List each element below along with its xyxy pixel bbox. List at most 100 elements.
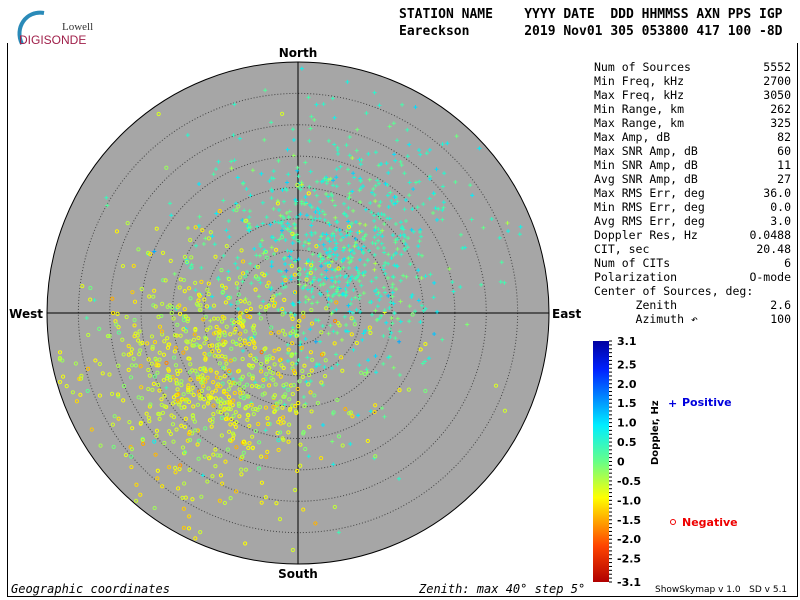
negative-source-point xyxy=(349,332,354,337)
negative-source-point xyxy=(372,409,377,415)
positive-source-point xyxy=(381,246,386,251)
positive-source-point xyxy=(310,286,315,291)
negative-source-point xyxy=(57,379,63,385)
negative-source-point xyxy=(182,307,187,312)
stat-value: 3.0 xyxy=(770,214,791,228)
positive-source-point xyxy=(312,275,317,280)
negative-source-point xyxy=(226,394,232,399)
positive-source-point xyxy=(432,280,437,285)
negative-source-point xyxy=(154,363,159,368)
negative-source-point xyxy=(237,337,243,342)
negative-source-point xyxy=(254,358,259,363)
positive-source-point xyxy=(318,237,323,242)
stat-label: Max Amp, dB xyxy=(594,130,671,144)
positive-source-point xyxy=(282,216,287,221)
positive-source-point xyxy=(331,284,336,289)
header-labels: STATION NAME YYYY DATE DDD HHMMSS AXN PP… xyxy=(399,7,783,22)
negative-source-point xyxy=(295,182,300,188)
negative-source-point xyxy=(203,379,208,384)
positive-source-point xyxy=(359,247,364,252)
negative-source-point xyxy=(240,259,246,264)
negative-source-point xyxy=(350,414,355,419)
negative-source-point xyxy=(162,404,167,409)
negative-source-point xyxy=(203,314,208,320)
negative-source-point xyxy=(146,386,151,392)
negative-source-point xyxy=(131,356,136,361)
negative-source-point xyxy=(193,280,198,285)
negative-source-point xyxy=(240,356,245,362)
negative-source-point xyxy=(238,316,243,321)
positive-source-point xyxy=(403,218,408,223)
positive-source-point xyxy=(361,244,366,249)
negative-source-point xyxy=(214,370,219,375)
negative-source-point xyxy=(232,320,237,325)
positive-source-point xyxy=(394,287,399,292)
negative-source-point xyxy=(228,358,234,363)
negative-source-point xyxy=(182,481,187,486)
negative-source-point xyxy=(188,362,193,367)
positive-source-point xyxy=(263,428,268,433)
positive-source-point xyxy=(330,259,335,264)
negative-source-point xyxy=(141,441,146,446)
negative-source-point xyxy=(259,454,264,459)
positive-source-point xyxy=(353,219,358,224)
negative-source-point xyxy=(227,369,232,374)
positive-source-point xyxy=(315,300,320,305)
positive-source-point xyxy=(391,253,396,258)
positive-source-point xyxy=(282,402,287,407)
positive-source-point xyxy=(280,228,285,233)
negative-source-point xyxy=(243,541,248,546)
positive-source-point xyxy=(384,161,389,166)
colorbar-tick-label: 1.5 xyxy=(617,397,637,410)
positive-source-point xyxy=(288,277,293,282)
negative-source-point xyxy=(178,277,183,282)
positive-source-point xyxy=(313,216,318,221)
positive-source-point xyxy=(289,249,294,254)
positive-source-point xyxy=(304,379,309,384)
stat-row: Min RMS Err, deg 0.0 xyxy=(594,200,791,214)
positive-source-point xyxy=(330,231,335,236)
positive-source-point xyxy=(235,285,240,290)
positive-source-point xyxy=(349,221,354,226)
negative-source-point xyxy=(105,333,111,339)
negative-source-point xyxy=(187,437,193,443)
negative-source-point xyxy=(340,368,345,373)
negative-source-point xyxy=(196,335,201,341)
positive-source-point xyxy=(285,342,290,347)
positive-source-point xyxy=(372,267,377,272)
negative-source-point xyxy=(175,398,180,403)
negative-source-point xyxy=(182,289,187,294)
positive-source-point xyxy=(357,296,362,301)
positive-source-point xyxy=(271,169,276,174)
colorbar-label: Doppler, Hz xyxy=(650,400,661,465)
negative-source-point xyxy=(264,359,269,364)
negative-source-point xyxy=(307,372,312,378)
colorbar-ticks: 3.1 2.5 2.0 1.5 1.0 0.5 0 -0.5 -1.0 -1.5 -2.0 -2.5 -… xyxy=(609,335,641,589)
positive-source-point xyxy=(216,159,221,164)
positive-source-point xyxy=(268,222,273,227)
negative-source-point xyxy=(274,501,279,506)
positive-source-point xyxy=(344,290,349,295)
positive-source-point xyxy=(440,208,445,213)
negative-source-point xyxy=(273,247,279,252)
positive-source-point xyxy=(361,291,366,296)
positive-source-point xyxy=(347,248,352,253)
positive-source-point xyxy=(343,287,348,292)
positive-source-point xyxy=(346,181,351,186)
positive-source-point xyxy=(327,239,332,244)
positive-source-point xyxy=(283,237,288,242)
positive-source-point xyxy=(344,322,349,327)
positive-source-point xyxy=(389,198,394,203)
negative-source-point xyxy=(205,479,210,484)
negative-source-point xyxy=(224,243,229,249)
negative-source-point xyxy=(150,344,155,349)
colorbar-tick-label: -0.5 xyxy=(617,475,641,488)
positive-source-point xyxy=(318,259,323,264)
positive-source-point xyxy=(340,258,345,263)
positive-source-point xyxy=(377,215,382,220)
negative-source-point xyxy=(165,336,170,341)
positive-source-point xyxy=(303,194,308,199)
negative-source-point xyxy=(98,443,103,448)
positive-source-point xyxy=(418,234,423,239)
negative-source-point xyxy=(272,393,277,398)
